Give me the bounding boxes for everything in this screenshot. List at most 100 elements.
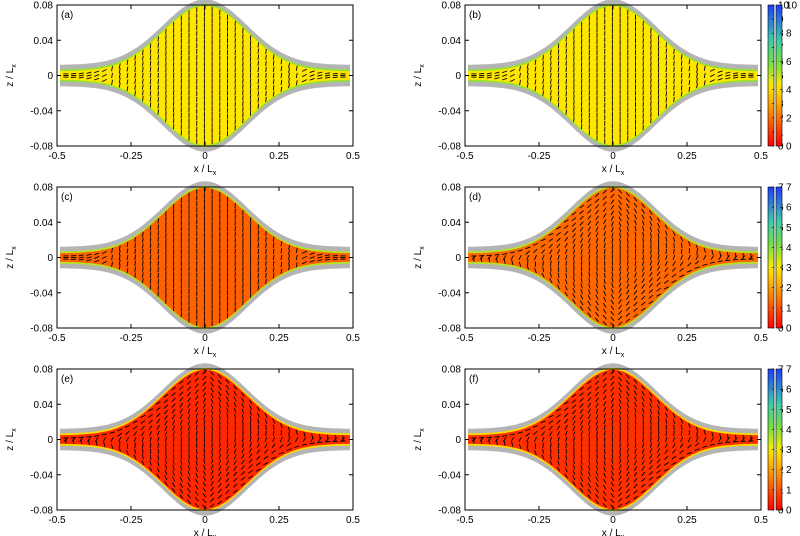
x-axis-label-sub: x [621,170,625,177]
arrow [226,419,229,425]
arrow [534,268,537,274]
arrow [257,103,260,109]
arrow [603,219,607,225]
arrow [617,503,623,508]
arrow [673,96,675,103]
arrow [156,430,160,436]
arrow [725,71,731,74]
arrow-field [471,5,754,146]
arrow [572,436,575,443]
arrow [149,55,152,61]
arrow [671,273,677,278]
arrow [309,70,315,74]
arrow [595,476,599,482]
arrow [619,453,622,459]
arrow [210,387,214,393]
arrow [634,254,637,261]
arrow [679,274,685,278]
arrow [233,454,237,460]
arrow [218,459,222,465]
arrow [587,414,591,420]
arrow [603,302,607,308]
arrow [288,244,290,251]
arrow [517,249,523,252]
arrow [642,237,644,243]
arrow [78,258,84,261]
arrow [226,448,229,454]
arrow [502,437,507,442]
arrow [603,284,606,290]
arrow [94,437,99,442]
y-tick-label: 0 [455,253,461,264]
arrow [573,442,575,448]
x-axis-label: x / Lx [602,346,625,359]
arrow [134,72,136,79]
arrow [265,230,267,237]
arrow [618,392,622,399]
arrow [171,403,176,408]
arrow [234,407,237,414]
arrow [209,371,215,376]
arrow [149,66,152,73]
arrow [171,414,176,420]
arrow [187,493,191,499]
arrow [494,77,500,80]
arrow [588,243,591,249]
arrow [526,264,530,270]
arrow [132,420,138,424]
arrow [688,72,691,79]
arrow [288,82,290,89]
arrow [641,283,646,289]
arrow [634,413,637,419]
arrow [256,449,261,455]
arrow [657,420,660,427]
x-tick-label: 0 [202,515,208,526]
arrow [265,236,267,243]
arrow [602,389,607,395]
x-tick-label: 0.25 [269,151,289,162]
arrow [649,260,653,266]
arrow [679,261,684,266]
arrow [657,51,660,57]
arrow [202,392,207,398]
arrow [126,86,129,92]
arrow [102,437,107,442]
arrow [634,266,637,272]
y-tick-label: 0 [47,435,53,446]
arrow [142,84,144,90]
arrow [680,248,683,254]
arrow [648,471,654,476]
arrow [295,72,298,79]
x-tick-label: -0.5 [48,515,66,526]
arrow [202,493,207,498]
arrow [257,66,260,73]
arrow [557,272,560,278]
arrow [525,432,530,437]
arrow [210,382,214,387]
arrow [133,454,137,460]
arrow [611,408,614,415]
arrow [602,213,607,219]
arrow [579,204,585,209]
arrow [101,260,107,265]
arrow [218,385,222,391]
arrow [218,454,222,460]
arrow [303,431,306,437]
x-tick-label: -0.5 [456,333,474,344]
arrow [618,481,622,486]
arrow [656,217,661,223]
arrow-field [471,188,754,327]
arrow [602,502,607,508]
arrow [688,79,691,85]
arrow [564,473,568,479]
x-tick-label: 0 [202,333,208,344]
arrow [587,391,592,396]
arrow [210,475,214,481]
arrow [626,272,630,278]
arrow [664,273,669,279]
y-tick-label: -0.04 [30,470,53,481]
arrow [233,471,238,477]
arrow [249,431,252,437]
arrow [564,236,569,242]
arrow [696,82,698,89]
